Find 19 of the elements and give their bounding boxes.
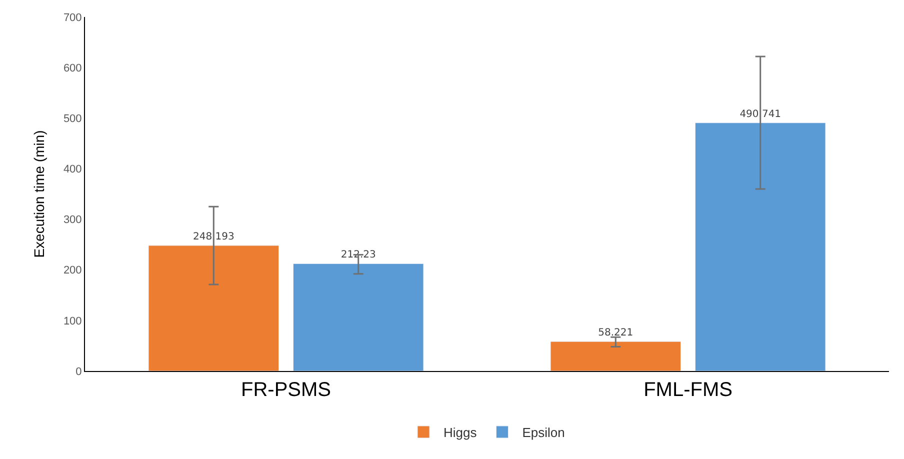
y-tick-label: 600 bbox=[63, 62, 82, 74]
y-tick-label: 0 bbox=[76, 366, 82, 378]
legend-label: Epsilon bbox=[522, 425, 565, 440]
y-tick-label: 100 bbox=[63, 315, 82, 328]
legend-label: Higgs bbox=[444, 425, 478, 440]
y-axis-title: Execution time (min) bbox=[31, 130, 48, 258]
y-tick-label: 300 bbox=[63, 214, 82, 226]
y-tick-label: 400 bbox=[63, 164, 82, 176]
bar bbox=[694, 122, 826, 371]
bar bbox=[550, 341, 682, 371]
y-tick-label: 200 bbox=[63, 264, 82, 277]
y-tick-label: 500 bbox=[63, 112, 82, 125]
data-label: 58.221 bbox=[598, 328, 634, 339]
data-label: 212.23 bbox=[340, 250, 376, 261]
bar bbox=[292, 263, 424, 371]
bar bbox=[148, 245, 280, 371]
y-tick-label: 700 bbox=[63, 12, 82, 24]
x-tick-label: FR-PSMS bbox=[241, 379, 331, 401]
x-tick-label: FML-FMS bbox=[644, 379, 732, 401]
